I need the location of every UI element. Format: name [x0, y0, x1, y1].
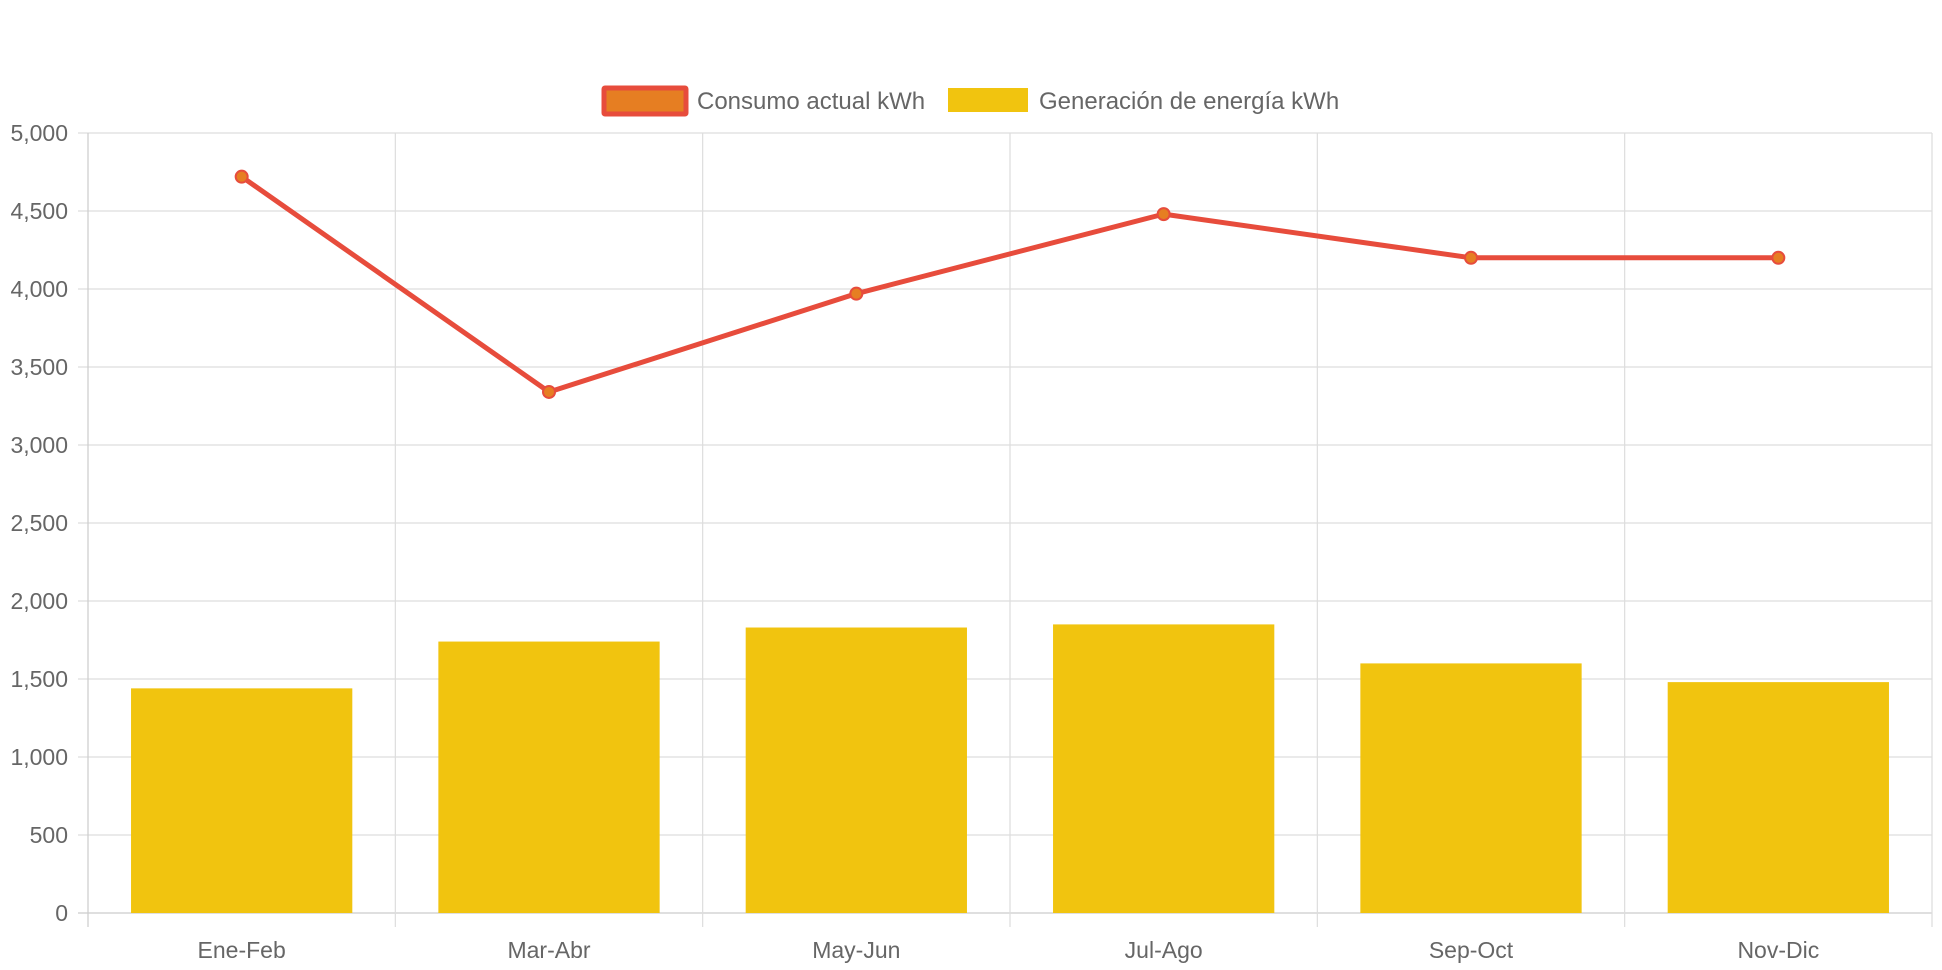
y-tick-label: 3,000 — [10, 432, 68, 458]
y-tick-label: 2,000 — [10, 588, 68, 614]
point-consumo — [542, 384, 556, 399]
x-tick-label: Mar-Abr — [507, 937, 590, 963]
y-tick-label: 3,500 — [10, 354, 68, 380]
y-tick-label: 500 — [30, 822, 68, 848]
line-consumo — [240, 174, 1779, 395]
bar-generacion — [745, 627, 967, 913]
bar-generacion — [438, 641, 660, 913]
point-consumo — [1464, 250, 1478, 265]
y-tick-label: 2,500 — [10, 510, 68, 536]
x-tick-label: May-Jun — [812, 937, 900, 963]
bar-generacion — [1360, 663, 1582, 913]
y-tick-label: 4,000 — [10, 276, 68, 302]
y-tick-label: 0 — [55, 900, 68, 926]
point-consumo — [234, 169, 249, 184]
x-tick-label: Nov-Dic — [1737, 937, 1819, 963]
y-tick-label: 5,000 — [10, 120, 68, 146]
bar-generacion — [1667, 682, 1889, 913]
point-consumo — [1156, 207, 1171, 222]
bar-series-generacion — [131, 624, 1889, 913]
y-tick-label: 1,500 — [10, 666, 68, 692]
x-tick-label: Jul-Ago — [1125, 937, 1203, 963]
legend-label-consumo: Consumo actual kWh — [697, 88, 925, 115]
y-tick-label: 4,500 — [10, 198, 68, 224]
line-series-consumo — [234, 169, 1786, 399]
x-tick-label: Ene-Feb — [198, 937, 286, 963]
legend-swatch-consumo — [601, 85, 689, 117]
legend-label-generacion: Generación de energía kWh — [1039, 88, 1339, 115]
bar-generacion — [131, 688, 353, 913]
legend-item-generacion[interactable]: Generación de energía kWh — [948, 88, 1339, 115]
axes: 0 500 1,000 1,500 2,000 2,500 3,000 3,500 4,000 4… — [10, 120, 1819, 963]
grid-lines — [78, 132, 1933, 927]
bar-generacion — [1053, 624, 1275, 913]
legend-item-consumo[interactable]: Consumo actual kWh — [601, 85, 925, 117]
legend: Consumo actual kWh Generación de energía… — [601, 85, 1339, 117]
legend-swatch-generacion — [948, 88, 1028, 112]
y-tick-label: 1,000 — [10, 744, 68, 770]
point-consumo — [849, 286, 864, 301]
x-tick-label: Sep-Oct — [1429, 937, 1514, 963]
point-consumo — [1771, 250, 1786, 265]
